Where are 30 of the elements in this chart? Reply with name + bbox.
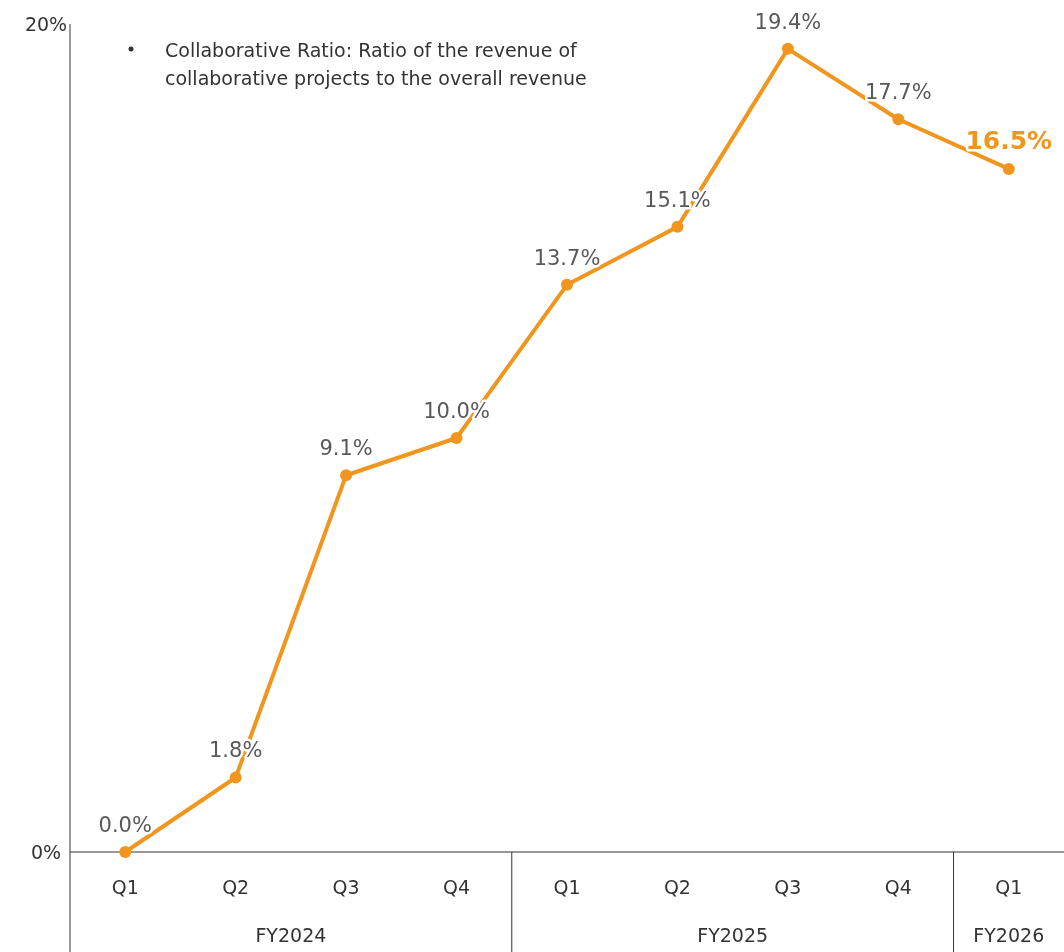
data-label: 9.1% bbox=[319, 436, 373, 461]
point bbox=[892, 113, 905, 126]
data-label: 13.7% bbox=[533, 245, 601, 270]
y-tick-label: 20% bbox=[24, 13, 68, 35]
data-label: 16.5% bbox=[965, 125, 1053, 155]
point bbox=[119, 846, 132, 858]
x-tick-label: Q3 bbox=[332, 876, 360, 898]
x-tick-label: Q2 bbox=[663, 876, 691, 898]
x-tick-label: Q4 bbox=[443, 876, 471, 898]
point bbox=[450, 432, 463, 444]
point bbox=[671, 220, 684, 233]
text: FY2024 bbox=[255, 924, 327, 946]
x-tick-label: Q3 bbox=[774, 876, 802, 898]
text: FY2025 bbox=[697, 924, 769, 946]
point bbox=[1002, 162, 1015, 175]
point bbox=[561, 278, 573, 291]
x-tick-label: Q2 bbox=[222, 876, 250, 898]
x-tick-label: Q1 bbox=[995, 876, 1023, 898]
x-tick-label: Q4 bbox=[884, 876, 912, 898]
data-label: 17.7% bbox=[864, 80, 932, 105]
y-tick-label: 0% bbox=[30, 841, 62, 863]
point bbox=[229, 771, 242, 784]
point bbox=[340, 469, 353, 482]
x-tick-label: Q1 bbox=[553, 876, 581, 898]
x-tick-label: Q1 bbox=[111, 876, 139, 898]
data-label: 0.0% bbox=[98, 813, 152, 837]
annotation: Collaborative Ratio: Ratio of the revenue of collaborative projects to the overall revenue bbox=[165, 39, 587, 89]
point bbox=[781, 42, 794, 55]
text: FY2026 bbox=[973, 924, 1045, 946]
data-label: 19.4% bbox=[754, 9, 822, 34]
